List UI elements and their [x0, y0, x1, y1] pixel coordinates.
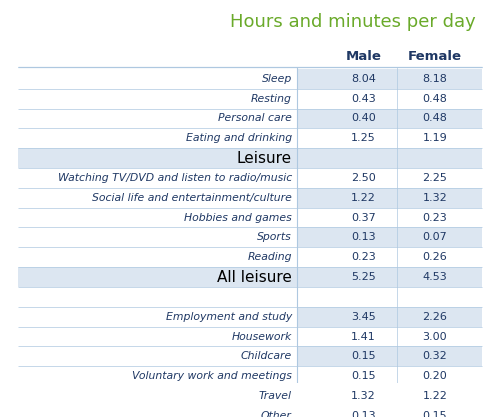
Text: 0.37: 0.37	[351, 213, 376, 223]
Text: Sports: Sports	[257, 232, 292, 242]
Text: Eating and drinking: Eating and drinking	[186, 133, 292, 143]
Text: Travel: Travel	[259, 391, 292, 401]
Text: 0.13: 0.13	[351, 232, 376, 242]
Text: 0.32: 0.32	[422, 352, 447, 362]
Text: Female: Female	[408, 50, 462, 63]
Text: Voluntary work and meetings: Voluntary work and meetings	[132, 371, 292, 381]
Text: 0.15: 0.15	[422, 411, 447, 417]
Text: 0.43: 0.43	[351, 94, 376, 103]
Text: Hours and minutes per day: Hours and minutes per day	[230, 13, 475, 31]
Text: 1.22: 1.22	[422, 391, 447, 401]
Text: 4.53: 4.53	[422, 272, 447, 282]
Text: 8.18: 8.18	[422, 74, 447, 84]
Bar	[297, 188, 483, 208]
Text: 1.41: 1.41	[351, 332, 376, 342]
Bar	[297, 228, 483, 247]
Text: 2.25: 2.25	[422, 173, 447, 183]
Text: 0.13: 0.13	[351, 411, 376, 417]
Text: 1.32: 1.32	[351, 391, 376, 401]
Text: Hobbies and games: Hobbies and games	[184, 213, 292, 223]
Text: 1.32: 1.32	[422, 193, 447, 203]
Bar	[297, 148, 483, 168]
Text: Employment and study: Employment and study	[165, 312, 292, 322]
Text: Watching TV/DVD and listen to radio/music: Watching TV/DVD and listen to radio/musi…	[57, 173, 292, 183]
Text: 0.15: 0.15	[351, 371, 376, 381]
Bar	[297, 69, 483, 89]
Text: Social life and entertainment/culture: Social life and entertainment/culture	[92, 193, 292, 203]
Text: 0.48: 0.48	[422, 113, 447, 123]
Text: Resting: Resting	[251, 94, 292, 103]
Text: 0.40: 0.40	[351, 113, 376, 123]
Text: 0.15: 0.15	[351, 352, 376, 362]
Text: 3.00: 3.00	[422, 332, 447, 342]
Text: 0.23: 0.23	[351, 252, 376, 262]
Bar	[297, 386, 483, 406]
Text: 3.45: 3.45	[351, 312, 376, 322]
Text: 1.19: 1.19	[422, 133, 447, 143]
Text: Reading: Reading	[247, 252, 292, 262]
Bar	[297, 108, 483, 128]
Text: 0.07: 0.07	[422, 232, 447, 242]
Text: Sleep: Sleep	[262, 74, 292, 84]
Text: 0.20: 0.20	[422, 371, 447, 381]
Bar	[297, 347, 483, 366]
Text: Personal care: Personal care	[218, 113, 292, 123]
Text: Other: Other	[261, 411, 292, 417]
Text: 0.26: 0.26	[422, 252, 447, 262]
Bar	[297, 267, 483, 287]
Bar	[297, 307, 483, 327]
Text: 1.22: 1.22	[351, 193, 376, 203]
Text: 8.04: 8.04	[351, 74, 376, 84]
Text: Male: Male	[345, 50, 381, 63]
Text: Housework: Housework	[232, 332, 292, 342]
Bar	[18, 148, 297, 168]
Text: 2.26: 2.26	[422, 312, 447, 322]
Text: All leisure: All leisure	[217, 269, 292, 284]
Text: 1.25: 1.25	[351, 133, 376, 143]
Text: 0.48: 0.48	[422, 94, 447, 103]
Text: Leisure: Leisure	[237, 151, 292, 166]
Text: 0.23: 0.23	[422, 213, 447, 223]
Bar	[18, 267, 297, 287]
Text: 2.50: 2.50	[351, 173, 376, 183]
Text: 5.25: 5.25	[351, 272, 376, 282]
Text: Childcare: Childcare	[241, 352, 292, 362]
